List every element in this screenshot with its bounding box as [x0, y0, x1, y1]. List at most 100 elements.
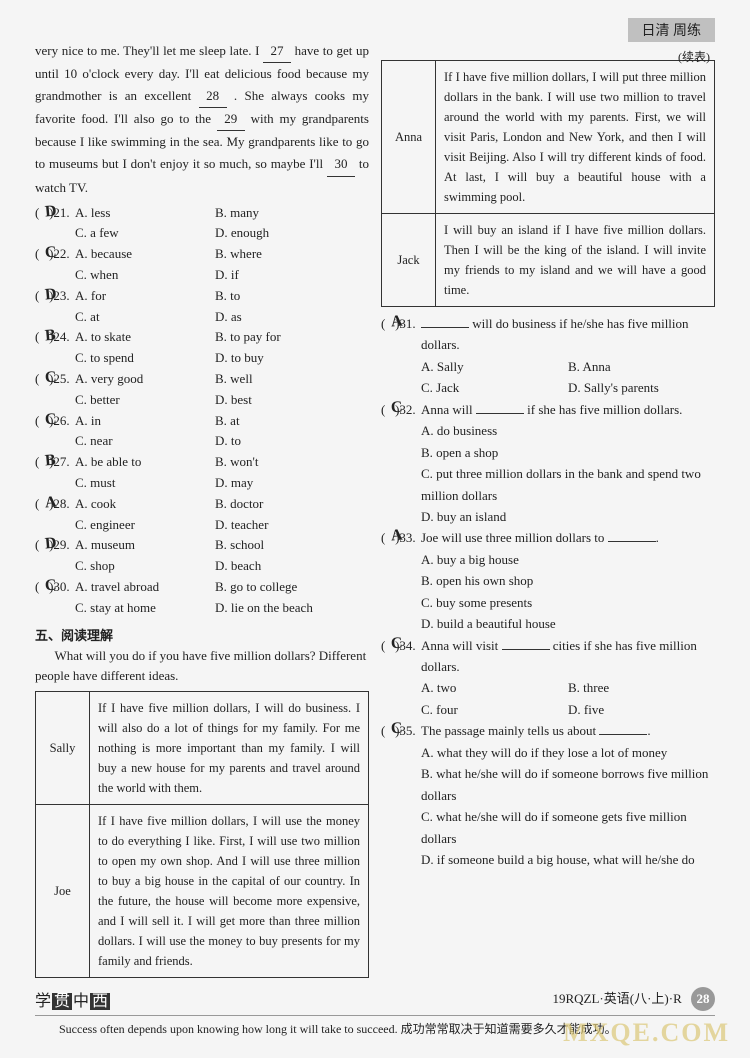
- left-column: very nice to me. They'll let me sleep la…: [35, 40, 369, 978]
- option-a: A. because: [75, 244, 215, 265]
- option-d: D. as: [215, 307, 369, 328]
- choice: C. Jack: [421, 377, 568, 398]
- answer-paren[interactable]: (D )21.: [35, 203, 75, 224]
- question-34: (C )34.Anna will visit cities if she has…: [381, 635, 715, 678]
- logo-char: 贯: [52, 993, 72, 1010]
- cloze-item-25-cd: C. betterD. best: [35, 390, 369, 411]
- answer-blank[interactable]: [608, 541, 656, 542]
- option-c: C. a few: [75, 223, 215, 244]
- choice: B. Anna: [568, 356, 715, 377]
- choice: C. four: [421, 699, 568, 720]
- question-33: (A )33.Joe will use three million dollar…: [381, 527, 715, 548]
- answer-paren[interactable]: (C )32.: [381, 399, 421, 420]
- answer-blank[interactable]: [421, 327, 469, 328]
- answer-paren[interactable]: (C )30.: [35, 577, 75, 598]
- answer-paren[interactable]: (A )31.: [381, 313, 421, 334]
- choice: A. do business: [381, 420, 715, 441]
- option-c: C. must: [75, 473, 215, 494]
- cloze-item-30-cd: C. stay at homeD. lie on the beach: [35, 598, 369, 619]
- cloze-item-30: (C )30.A. travel abroadB. go to college: [35, 577, 369, 598]
- choice-row: A. twoB. three: [381, 677, 715, 698]
- option-b: B. to: [215, 286, 369, 307]
- question-stem: Joe will use three million dollars to .: [421, 527, 715, 548]
- footer-code-wrap: 19RQZL·英语(八·上)·R 28: [552, 987, 715, 1011]
- cloze-item-26-cd: C. nearD. to: [35, 431, 369, 452]
- cloze-item-27-cd: C. mustD. may: [35, 473, 369, 494]
- choice: D. build a beautiful house: [381, 613, 715, 634]
- cloze-item-27: (B )27.A. be able toB. won't: [35, 452, 369, 473]
- blank-29: 29: [217, 108, 245, 131]
- answer-paren[interactable]: (C )22.: [35, 244, 75, 265]
- option-c: C. at: [75, 307, 215, 328]
- question-stem: The passage mainly tells us about .: [421, 720, 715, 741]
- question-35: (C )35.The passage mainly tells us about…: [381, 720, 715, 741]
- reading-table-1: SallyIf I have five million dollars, I w…: [35, 691, 369, 978]
- comprehension-questions: (A )31. will do business if he/she has f…: [381, 313, 715, 870]
- cloze-item-29: (D )29.A. museumB. school: [35, 535, 369, 556]
- reading-table-2: AnnaIf I have five million dollars, I wi…: [381, 60, 715, 307]
- table-row: AnnaIf I have five million dollars, I wi…: [382, 61, 715, 214]
- handwritten-answer: D: [44, 198, 58, 225]
- option-c: C. better: [75, 390, 215, 411]
- option-a: A. museum: [75, 535, 215, 556]
- question-stem: will do business if he/she has five mill…: [421, 313, 715, 356]
- option-b: B. many: [215, 203, 369, 224]
- answer-paren[interactable]: (C )26.: [35, 411, 75, 432]
- option-c: C. engineer: [75, 515, 215, 536]
- choice: B. open his own shop: [381, 570, 715, 591]
- cloze-item-22: (C )22.A. becauseB. where: [35, 244, 369, 265]
- section-5-title: 五、阅读理解: [35, 625, 369, 644]
- person-name: Joe: [36, 805, 90, 978]
- option-b: B. doctor: [215, 494, 369, 515]
- answer-paren[interactable]: (C )25.: [35, 369, 75, 390]
- option-a: A. for: [75, 286, 215, 307]
- option-c: C. near: [75, 431, 215, 452]
- option-a: A. in: [75, 411, 215, 432]
- answer-paren[interactable]: (B )24.: [35, 327, 75, 348]
- choice: A. two: [421, 677, 568, 698]
- cloze-item-24: (B )24.A. to skateB. to pay for: [35, 327, 369, 348]
- cloze-item-26: (C )26.A. inB. at: [35, 411, 369, 432]
- option-a: A. less: [75, 203, 215, 224]
- answer-blank[interactable]: [476, 413, 524, 414]
- main-columns: very nice to me. They'll let me sleep la…: [35, 40, 715, 978]
- answer-paren[interactable]: (D )23.: [35, 286, 75, 307]
- choice: D. buy an island: [381, 506, 715, 527]
- option-a: A. very good: [75, 369, 215, 390]
- person-name: Anna: [382, 61, 436, 214]
- option-d: D. may: [215, 473, 369, 494]
- answer-blank[interactable]: [599, 734, 647, 735]
- option-d: D. teacher: [215, 515, 369, 536]
- handwritten-answer: B: [44, 448, 57, 474]
- option-d: D. to: [215, 431, 369, 452]
- answer-paren[interactable]: (D )29.: [35, 535, 75, 556]
- answer-paren[interactable]: (C )35.: [381, 720, 421, 741]
- handwritten-answer: D: [44, 531, 58, 558]
- question-31: (A )31. will do business if he/she has f…: [381, 313, 715, 356]
- option-d: D. to buy: [215, 348, 369, 369]
- answer-paren[interactable]: (B )27.: [35, 452, 75, 473]
- option-c: C. when: [75, 265, 215, 286]
- table-row: JoeIf I have five million dollars, I wil…: [36, 805, 369, 978]
- option-b: B. at: [215, 411, 369, 432]
- option-b: B. where: [215, 244, 369, 265]
- cloze-item-24-cd: C. to spendD. to buy: [35, 348, 369, 369]
- answer-paren[interactable]: (A )28.: [35, 494, 75, 515]
- table-row: SallyIf I have five million dollars, I w…: [36, 692, 369, 805]
- handwritten-answer: A: [390, 523, 404, 550]
- option-c: C. stay at home: [75, 598, 215, 619]
- choice: C. what he/she will do if someone gets f…: [381, 806, 715, 849]
- choice: A. Sally: [421, 356, 568, 377]
- cloze-item-22-cd: C. whenD. if: [35, 265, 369, 286]
- answer-paren[interactable]: (A )33.: [381, 527, 421, 548]
- cloze-passage: very nice to me. They'll let me sleep la…: [35, 40, 369, 199]
- choice: A. buy a big house: [381, 549, 715, 570]
- person-text: If I have five million dollars, I will u…: [90, 805, 369, 978]
- answer-paren[interactable]: (C )34.: [381, 635, 421, 656]
- blank-27: 27: [263, 40, 291, 63]
- handwritten-answer: D: [44, 281, 58, 308]
- option-d: D. if: [215, 265, 369, 286]
- footer-logo: 学贯中西: [35, 987, 111, 1011]
- answer-blank[interactable]: [502, 649, 550, 650]
- handwritten-answer: C: [390, 630, 404, 657]
